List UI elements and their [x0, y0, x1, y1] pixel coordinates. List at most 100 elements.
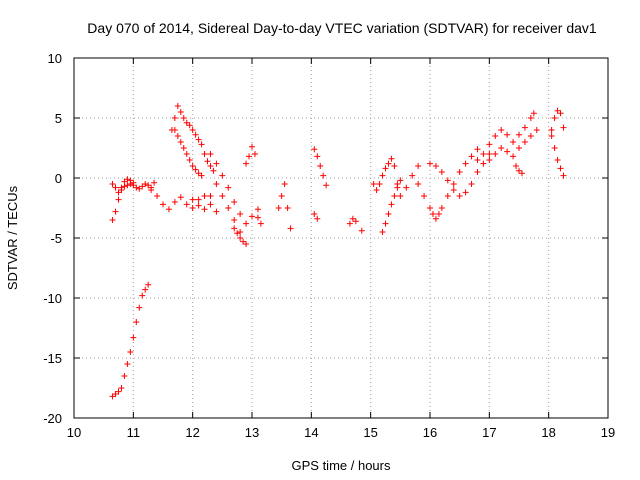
data-point	[379, 229, 386, 235]
data-point	[130, 182, 137, 189]
data-point	[154, 193, 161, 199]
data-point	[444, 177, 451, 184]
data-point	[207, 163, 214, 169]
data-point	[385, 160, 392, 167]
data-point	[533, 127, 540, 133]
series-arc-k	[311, 146, 330, 189]
x-axis-title: GPS time / hours	[292, 458, 391, 473]
data-point	[183, 151, 190, 157]
x-tick-label: 19	[601, 425, 615, 440]
data-point	[518, 170, 525, 177]
x-tick-label: 17	[482, 425, 496, 440]
data-point	[225, 205, 232, 211]
y-tick-label: 10	[48, 51, 62, 66]
data-point	[388, 201, 395, 208]
data-point	[421, 193, 428, 199]
data-point	[438, 169, 445, 175]
data-point	[346, 220, 353, 227]
series-arc-e	[189, 181, 244, 235]
data-point	[207, 201, 214, 208]
series-arc-r	[474, 110, 537, 163]
data-point	[189, 205, 196, 211]
series-arc-f	[207, 151, 261, 227]
data-point	[207, 193, 214, 199]
data-point	[275, 205, 282, 211]
data-point	[311, 211, 318, 217]
data-point	[118, 385, 125, 391]
series-arc-p	[415, 146, 481, 222]
data-point	[231, 217, 238, 223]
data-point	[246, 153, 253, 160]
data-point	[219, 172, 226, 179]
data-point	[192, 131, 199, 138]
data-point	[429, 211, 436, 217]
data-point	[257, 220, 264, 227]
series-arc-l	[311, 211, 321, 222]
data-point	[560, 172, 567, 179]
data-point	[527, 133, 534, 139]
data-point	[127, 349, 134, 355]
data-point	[165, 206, 172, 213]
data-point	[136, 304, 143, 311]
series-arc-q	[427, 151, 493, 199]
data-point	[177, 109, 184, 115]
data-point	[486, 157, 493, 163]
data-point	[127, 181, 134, 187]
data-point	[183, 201, 190, 208]
data-point	[171, 199, 178, 205]
data-point	[456, 193, 463, 199]
series-arc-a-low	[109, 181, 137, 196]
chart-title: Day 070 of 2014, Sidereal Day-to-day VTE…	[87, 20, 597, 36]
data-point	[198, 141, 205, 148]
data-point	[231, 199, 238, 205]
data-point	[462, 189, 469, 196]
data-point	[249, 143, 255, 150]
series-arc-s	[486, 127, 540, 163]
data-point	[358, 227, 365, 234]
data-point	[160, 201, 166, 208]
data-point	[468, 181, 475, 187]
data-point	[551, 115, 558, 121]
series-arc-d	[171, 127, 205, 179]
data-point	[204, 158, 211, 165]
data-point	[560, 124, 567, 131]
data-point	[504, 148, 511, 155]
x-tick-label: 15	[363, 425, 377, 440]
data-point	[254, 214, 261, 221]
data-point	[521, 139, 528, 145]
data-point	[462, 160, 469, 167]
series-arc-b	[148, 187, 220, 215]
data-point	[373, 187, 380, 193]
data-point	[281, 181, 288, 187]
data-point	[415, 181, 422, 187]
data-point	[284, 205, 291, 211]
data-point	[287, 225, 294, 232]
data-point	[557, 110, 564, 117]
data-point	[145, 281, 152, 288]
data-point	[435, 211, 442, 217]
data-point	[148, 187, 155, 193]
data-point	[237, 229, 244, 235]
y-axis-title: SDTVAR / TECUs	[5, 185, 20, 290]
data-point	[388, 155, 395, 162]
series-arc-v	[548, 133, 567, 179]
y-axis-tick-labels: -20 -15 -10 -5 0 5 10	[43, 51, 62, 426]
data-point	[189, 196, 196, 203]
data-point	[195, 202, 202, 209]
data-point	[225, 184, 232, 191]
y-tick-label: -20	[43, 411, 62, 426]
data-point	[213, 208, 220, 215]
series-arc-u	[548, 107, 567, 133]
data-point	[177, 194, 184, 201]
data-point	[320, 172, 327, 179]
series-arc-t	[513, 163, 525, 177]
data-point	[201, 206, 208, 213]
data-point	[237, 235, 244, 241]
data-point	[151, 179, 158, 186]
data-point	[180, 145, 187, 151]
data-point	[219, 193, 226, 199]
x-tick-label: 14	[304, 425, 318, 440]
series-arc-m	[346, 215, 365, 234]
data-point	[456, 169, 463, 175]
